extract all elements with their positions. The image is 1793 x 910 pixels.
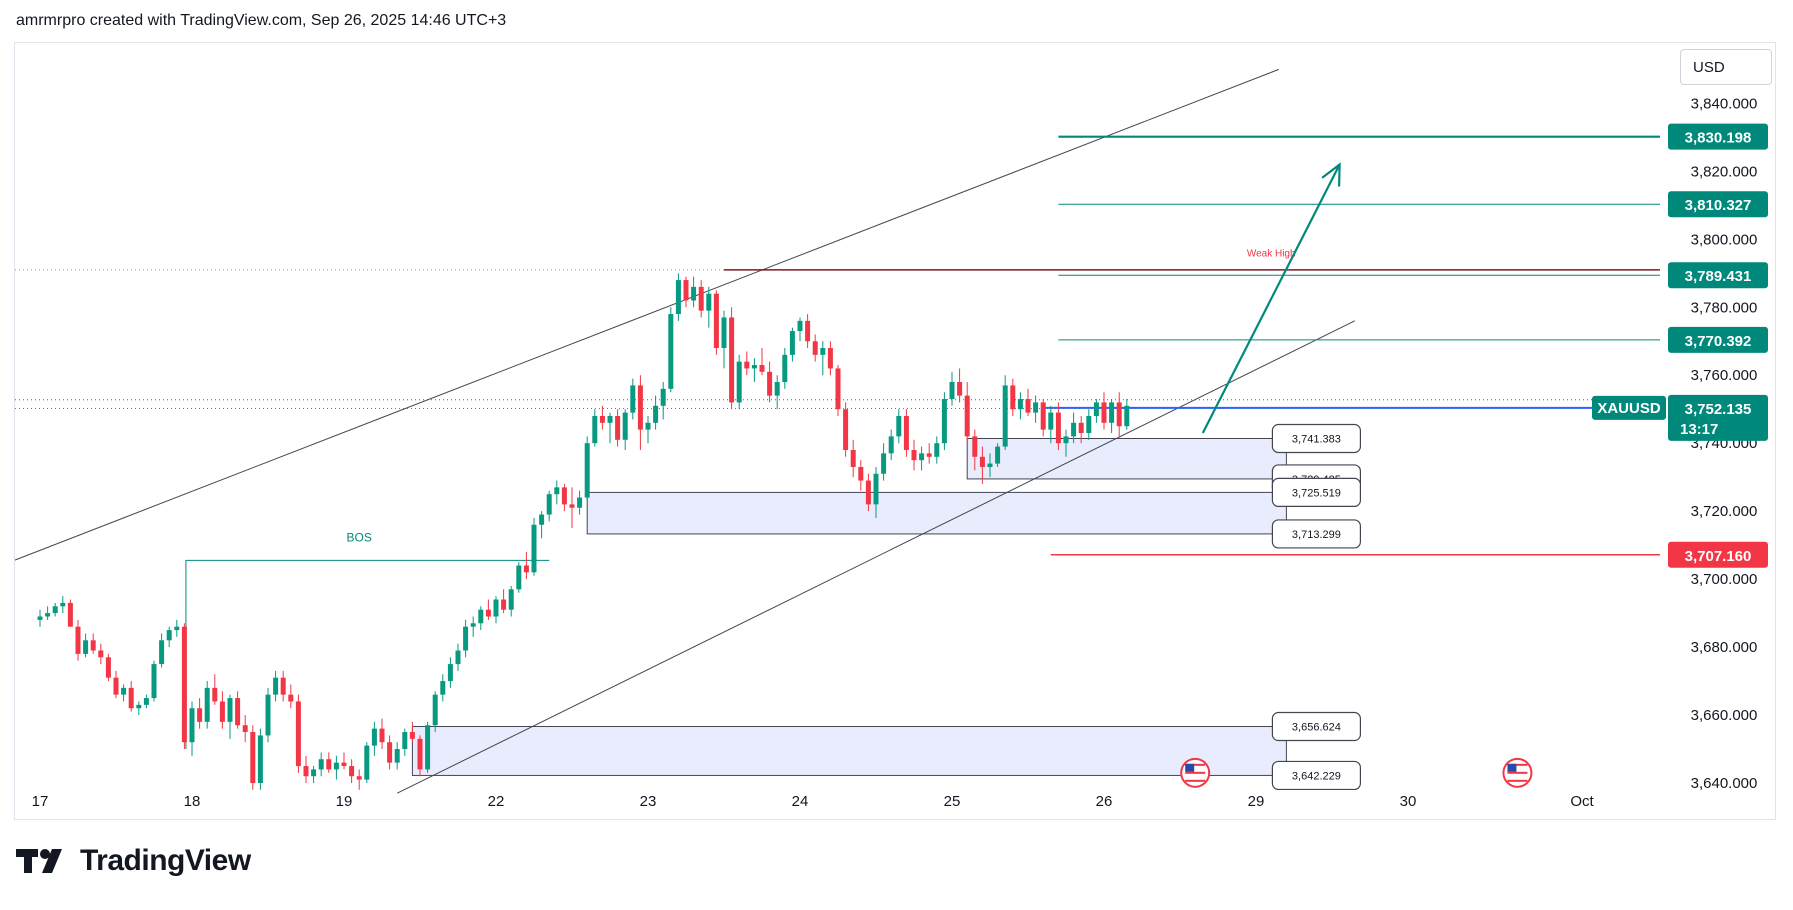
- currency-button[interactable]: USD: [1680, 49, 1772, 85]
- tradingview-logo[interactable]: TradingView: [16, 844, 251, 878]
- chart-attribution: amrmrpro created with TradingView.com, S…: [16, 12, 507, 29]
- tradingview-logo-icon: [16, 849, 62, 873]
- tradingview-wordmark: TradingView: [80, 844, 251, 877]
- chart-frame[interactable]: [14, 42, 1776, 820]
